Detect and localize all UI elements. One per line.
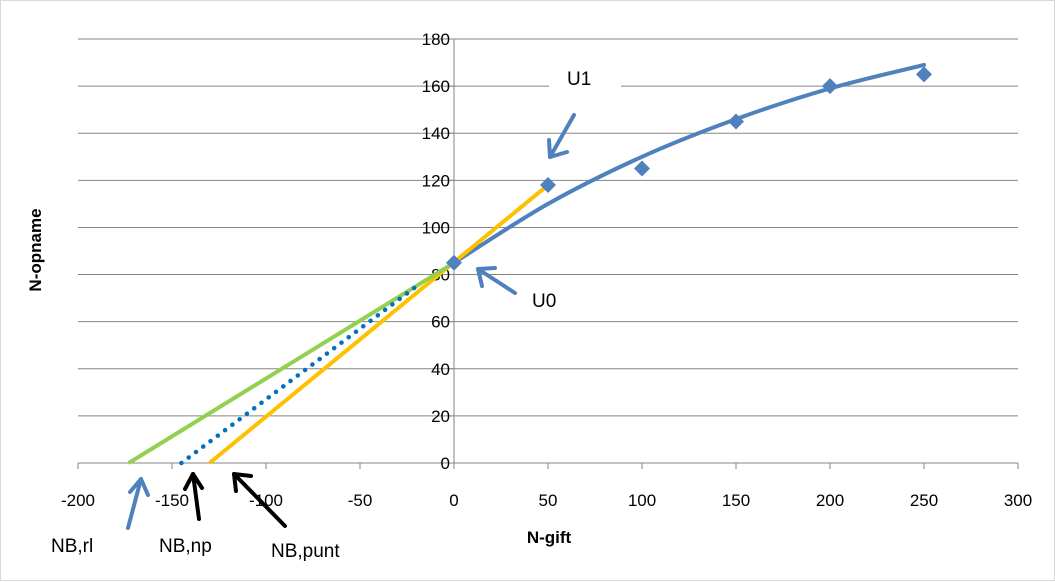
y-tick-label: 0 xyxy=(441,454,450,473)
y-tick-label: 20 xyxy=(431,407,450,426)
y-tick-label: 160 xyxy=(422,77,450,96)
u1-label: U1 xyxy=(567,69,591,90)
gridlines xyxy=(78,38,1018,417)
series-line-4 xyxy=(179,284,419,466)
data-point-marker xyxy=(540,177,556,194)
axes xyxy=(77,38,1019,469)
y-tick-label: 120 xyxy=(422,171,450,190)
y-tick-label: 180 xyxy=(422,30,450,49)
nb-rl-label: NB,rl xyxy=(51,536,93,557)
x-tick-label: 100 xyxy=(628,491,656,510)
x-tick-label: -150 xyxy=(155,491,189,510)
data-points xyxy=(446,66,932,271)
series-line-3 xyxy=(127,261,456,465)
tick-labels: -200 -150 -100 -50 0 50 100 150 200 250 3000204060… xyxy=(61,30,1032,510)
x-tick-label: 250 xyxy=(910,491,938,510)
nb-np-arrow xyxy=(183,472,204,521)
nb-punt-label: NB,punt xyxy=(271,541,340,562)
x-tick-label: -50 xyxy=(348,491,373,510)
x-axis-title: N-gift xyxy=(527,528,572,547)
data-point-marker xyxy=(446,254,462,271)
series-lines xyxy=(127,62,926,466)
nb-np-label: NB,np xyxy=(159,536,212,557)
y-tick-label: 140 xyxy=(422,124,450,143)
u0-label-bg xyxy=(517,283,589,321)
y-tick-label: 100 xyxy=(422,218,450,237)
x-tick-label: 50 xyxy=(539,491,558,510)
nb-rl-arrow xyxy=(126,477,150,530)
data-point-marker xyxy=(916,66,932,83)
data-point-marker xyxy=(634,160,650,177)
nb-punt-arrow xyxy=(232,472,287,528)
annotations: U1 U0 NB,rl NB,np NB,punt xyxy=(51,61,621,562)
x-tick-label: -200 xyxy=(61,491,95,510)
x-tick-label: 150 xyxy=(722,491,750,510)
data-point-marker xyxy=(822,78,838,95)
data-point-marker xyxy=(728,113,744,130)
u1-label-bg xyxy=(549,61,621,95)
y-tick-label: 40 xyxy=(431,360,450,379)
y-axis-title: N-opname xyxy=(26,208,45,291)
series-line-2 xyxy=(208,183,550,465)
x-tick-label: 0 xyxy=(449,491,458,510)
u0-label: U0 xyxy=(532,291,556,312)
x-tick-label: 300 xyxy=(1004,491,1032,510)
x-tick-label: 200 xyxy=(816,491,844,510)
u0-arrow xyxy=(476,266,517,295)
u1-arrow xyxy=(547,113,576,159)
fit-curve-line xyxy=(452,62,926,265)
y-tick-label: 60 xyxy=(431,313,450,332)
